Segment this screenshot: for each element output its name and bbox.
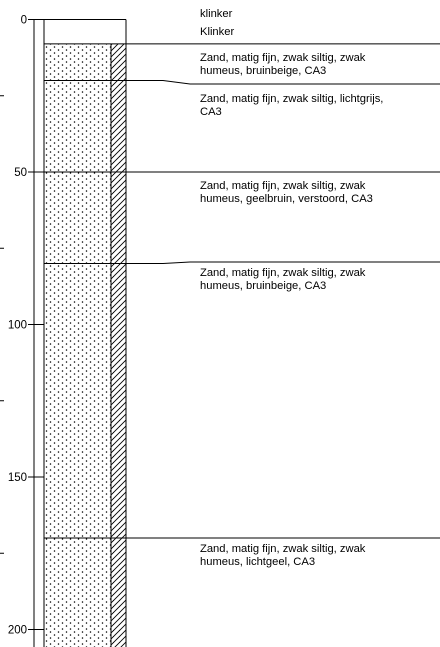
layer-description: Zand, matig fijn, zwak siltig, zwak hume…	[200, 52, 366, 77]
paving-layer	[44, 19, 126, 44]
depth-tick-label: 50	[14, 167, 27, 179]
depth-tick-label: 100	[8, 320, 27, 332]
humic-hatch	[111, 172, 126, 264]
layer-description: Zand, matig fijn, zwak siltig, lichtgrij…	[200, 93, 384, 118]
depth-tick-label: 0	[21, 15, 27, 27]
sand-layer	[44, 263, 111, 538]
sand-layer	[44, 80, 111, 172]
sand-layer	[44, 538, 111, 647]
boundary-leader-line	[126, 80, 440, 85]
boundary-leader-line	[126, 261, 440, 264]
depth-tick-label: 200	[8, 625, 27, 637]
depth-tick-label: 150	[8, 472, 27, 484]
sand-layer	[44, 172, 111, 264]
humic-hatch	[111, 80, 126, 172]
humic-hatch	[111, 538, 126, 647]
depth-axis: 0 50 100 150 200	[0, 15, 44, 647]
sand-layer	[44, 43, 111, 81]
humic-hatch	[111, 263, 126, 538]
layer-description: Zand, matig fijn, zwak siltig, zwak hume…	[200, 180, 373, 205]
layer-description: klinker	[200, 8, 233, 20]
layer-boundary-lines	[126, 43, 440, 539]
layer-description: Klinker	[200, 26, 235, 38]
layer-description: Zand, matig fijn, zwak siltig, zwak hume…	[200, 543, 366, 568]
layer-description: Zand, matig fijn, zwak siltig, zwak hume…	[200, 267, 366, 292]
soil-column	[43, 19, 127, 647]
humic-hatch	[111, 43, 126, 81]
